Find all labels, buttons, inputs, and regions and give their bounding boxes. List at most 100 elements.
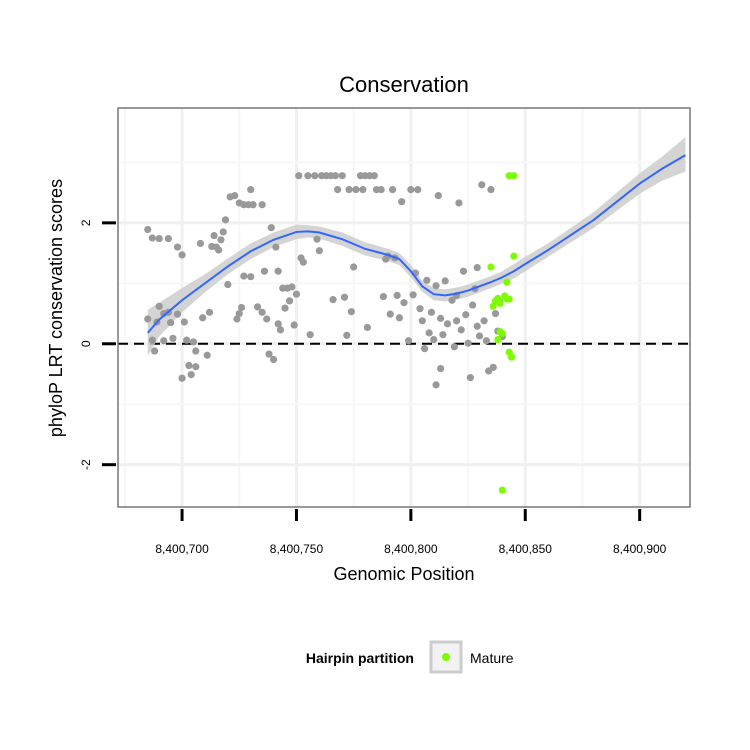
data-point [409, 291, 417, 299]
data-point [489, 363, 497, 371]
data-point [439, 331, 447, 339]
data-point [219, 228, 227, 236]
data-point [450, 343, 458, 351]
data-point [286, 297, 294, 305]
data-point [148, 234, 156, 242]
data-point [187, 371, 195, 379]
data-point [388, 186, 397, 194]
data-point [292, 290, 301, 298]
data-point [144, 315, 152, 323]
legend-key-mature [442, 653, 450, 661]
smooth-trend-line [146, 154, 686, 334]
data-point [189, 338, 198, 346]
data-point [407, 186, 415, 194]
data-point [416, 305, 424, 313]
data-point [473, 264, 481, 272]
data-point [487, 186, 495, 194]
series-mature [487, 172, 518, 494]
data-point [164, 234, 172, 243]
data-point [247, 186, 255, 194]
data-point [464, 339, 472, 347]
data-point [404, 337, 413, 345]
data-point [258, 201, 266, 209]
data-point [466, 374, 474, 382]
data-point [299, 258, 307, 266]
data-point [393, 291, 401, 300]
data-point [276, 326, 285, 334]
data-point [221, 216, 230, 224]
data-point [306, 331, 314, 339]
data-point [295, 172, 303, 180]
data-point [347, 308, 355, 316]
legend: Hairpin partition Mature [306, 640, 514, 674]
data-point [377, 186, 385, 194]
data-point [247, 273, 255, 281]
data-point [192, 363, 200, 371]
data-point [231, 192, 239, 200]
data-point [370, 172, 378, 180]
x-tick-label: 8,400,700 [155, 542, 209, 556]
data-point [253, 303, 262, 311]
data-point [482, 337, 490, 345]
data-point [155, 234, 163, 243]
data-point [160, 337, 168, 345]
data-point [386, 310, 394, 318]
data-point [288, 283, 296, 291]
data-point [272, 243, 280, 251]
data-point [183, 336, 191, 344]
data-point [395, 314, 404, 322]
legend-title: Hairpin partition [306, 650, 414, 666]
data-point [334, 186, 342, 194]
data-point [274, 320, 282, 328]
y-tick-label: -2 [79, 459, 93, 470]
data-point [425, 329, 433, 337]
data-point [448, 296, 456, 304]
x-tick-label: 8,400,850 [499, 542, 553, 556]
y-tick-label: 2 [79, 219, 93, 226]
data-point [205, 308, 214, 316]
data-point [260, 267, 269, 275]
data-point [173, 243, 182, 251]
data-point [233, 315, 241, 323]
data-point [315, 247, 323, 255]
data-point [459, 267, 468, 275]
x-axis-title: Genomic Position [333, 564, 474, 584]
data-point [437, 364, 445, 373]
data-point [469, 301, 477, 309]
data-point [267, 224, 275, 232]
data-point [169, 334, 177, 342]
x-tick-label: 8,400,800 [384, 542, 438, 556]
data-point [473, 322, 481, 330]
data-point [350, 263, 358, 271]
data-point [215, 246, 223, 254]
data-point [144, 225, 152, 234]
data-point [199, 314, 207, 322]
data-point [178, 374, 186, 382]
data-point [269, 355, 278, 364]
data-point [478, 181, 486, 189]
series-other [144, 172, 506, 389]
y-axis: -2 0 2 [79, 219, 116, 470]
data-point [240, 272, 248, 280]
data-point [453, 317, 461, 325]
data-point [304, 172, 312, 180]
data-point [178, 251, 186, 259]
plot-border [117, 107, 691, 508]
data-point [331, 172, 339, 180]
data-point [249, 201, 257, 209]
y-axis-title: phyloP LRT conservation scores [46, 179, 66, 437]
data-point [414, 186, 422, 194]
data-point [192, 347, 200, 355]
data-point [462, 311, 470, 319]
data-point [290, 321, 298, 329]
data-point [258, 308, 266, 316]
data-point [281, 304, 289, 312]
data-point [379, 293, 388, 301]
data-point [437, 314, 445, 322]
data-point [338, 172, 346, 180]
data-point [340, 293, 349, 301]
data-point-mature [507, 353, 516, 361]
data-point [418, 317, 426, 325]
data-point [491, 309, 500, 318]
data-point [423, 276, 431, 284]
